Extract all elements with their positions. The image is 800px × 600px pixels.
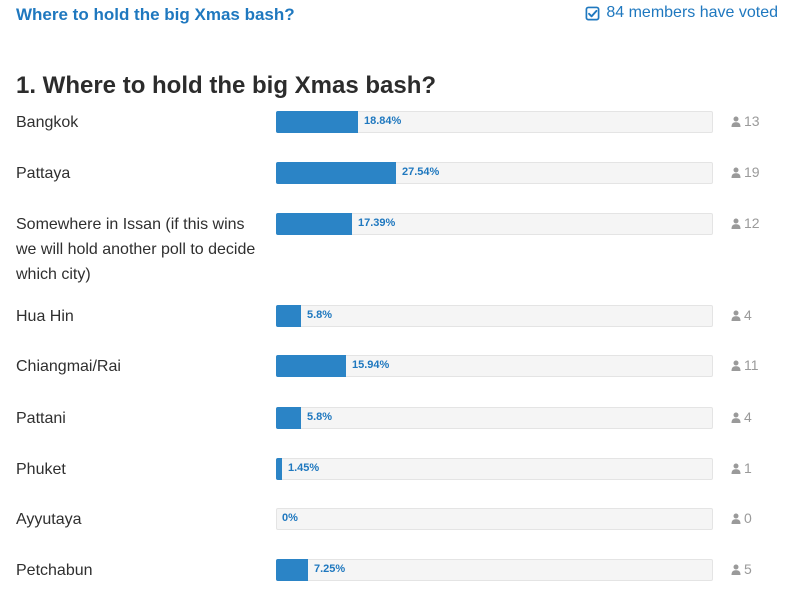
user-icon — [731, 513, 741, 524]
vote-count: 5 — [744, 561, 752, 577]
vote-count: 0 — [744, 510, 752, 526]
poll-result-bar: 0% — [276, 508, 713, 530]
poll-result-fill — [276, 355, 346, 377]
poll-option-label: Pattaya — [16, 165, 71, 182]
user-icon — [731, 463, 741, 474]
poll-result-bar: 1.45% — [276, 458, 713, 480]
poll-result-bar: 18.84% — [276, 111, 713, 133]
poll-option-votes: 4 — [731, 409, 752, 425]
poll-result-percent: 0% — [282, 512, 298, 524]
poll-option-votes: 0 — [731, 510, 752, 526]
vote-count: 19 — [744, 164, 760, 180]
poll-option-label: Chiangmai/Rai — [16, 358, 121, 375]
poll-result-fill — [276, 407, 301, 429]
poll-option-label: Bangkok — [16, 114, 79, 131]
user-icon — [731, 564, 741, 575]
user-icon — [731, 116, 741, 127]
vote-count: 13 — [744, 113, 760, 129]
vote-count: 1 — [744, 460, 752, 476]
user-icon — [731, 412, 741, 423]
poll-option-label: Pattani — [16, 410, 66, 427]
poll-result-fill — [276, 458, 282, 480]
vote-count: 4 — [744, 409, 752, 425]
user-icon — [731, 167, 741, 178]
poll-result-bar: 5.8% — [276, 305, 713, 327]
voted-status: 84 members have voted — [585, 4, 778, 22]
poll-result-bar: 17.39% — [276, 213, 713, 235]
vote-count: 11 — [744, 357, 759, 373]
poll-result-fill — [276, 162, 396, 184]
user-icon — [731, 218, 741, 229]
question-title: 1. Where to hold the big Xmas bash? — [16, 72, 437, 99]
poll-option-label: Somewhere in Issan (if this wins we will… — [16, 216, 256, 283]
poll-result-fill — [276, 213, 352, 235]
poll-result-percent: 1.45% — [288, 462, 320, 474]
poll-result-percent: 15.94% — [352, 359, 390, 371]
poll-option-votes: 4 — [731, 307, 752, 323]
poll-result-bar: 15.94% — [276, 355, 713, 377]
poll-option-label: Petchabun — [16, 562, 93, 579]
poll-option-votes: 12 — [731, 215, 760, 231]
poll-result-percent: 5.8% — [307, 309, 333, 321]
poll-result-percent: 5.8% — [307, 411, 333, 423]
vote-count: 12 — [744, 215, 760, 231]
poll-result-bar: 5.8% — [276, 407, 713, 429]
poll-result-bar: 27.54% — [276, 162, 713, 184]
poll-option-votes: 5 — [731, 561, 752, 577]
poll-option-votes: 1 — [731, 460, 752, 476]
poll-option-votes: 19 — [731, 164, 760, 180]
poll-result-fill — [276, 559, 308, 581]
poll-option-votes: 11 — [731, 357, 759, 373]
poll-result-fill — [276, 111, 358, 133]
check-square-icon — [585, 6, 600, 20]
user-icon — [731, 310, 741, 321]
poll-header: Where to hold the big Xmas bash? 84 memb… — [0, 0, 800, 34]
poll-result-percent: 27.54% — [402, 166, 440, 178]
vote-count: 4 — [744, 307, 752, 323]
poll-option-votes: 13 — [731, 113, 760, 129]
poll-result-percent: 18.84% — [364, 115, 402, 127]
poll-title-link[interactable]: Where to hold the big Xmas bash? — [16, 5, 295, 24]
poll-option-label: Phuket — [16, 461, 66, 478]
poll-option-label: Hua Hin — [16, 308, 74, 325]
poll-result-bar: 7.25% — [276, 559, 713, 581]
poll-result-fill — [276, 305, 301, 327]
poll-result-percent: 17.39% — [358, 217, 396, 229]
voted-count-text: 84 members have voted — [606, 4, 778, 21]
poll-result-percent: 7.25% — [314, 563, 346, 575]
poll-option-label: Ayyutaya — [16, 511, 82, 528]
user-icon — [731, 360, 741, 371]
